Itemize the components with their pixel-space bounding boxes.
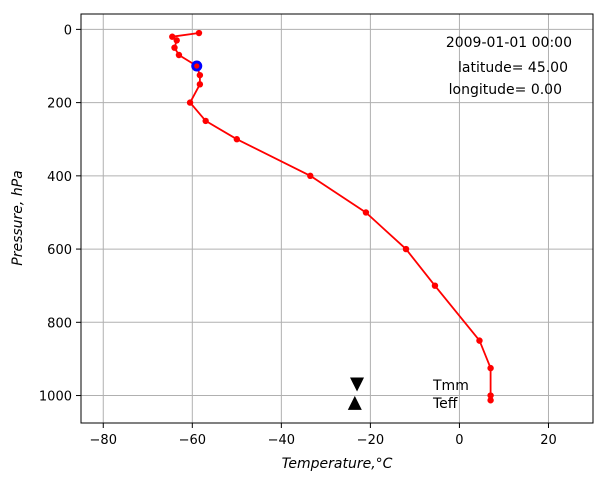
- y-axis-ticks: 0 200 400 600 800 1000: [39, 23, 81, 405]
- annotation-datetime: 2009-01-01 00:00: [446, 35, 572, 51]
- x-tick-label: −60: [179, 433, 206, 448]
- data-point: [196, 81, 204, 88]
- data-point: [171, 44, 178, 51]
- highlight-point-center: [194, 63, 200, 69]
- x-axis-label: Temperature,°C: [282, 456, 393, 472]
- data-point: [233, 136, 241, 143]
- data-point: [487, 364, 494, 372]
- x-axis-ticks: −80 −60 −40 −20 0 20: [90, 423, 557, 448]
- data-point: [202, 117, 209, 125]
- teff-marker: [347, 395, 362, 410]
- data-point: [196, 71, 204, 79]
- temperature-profile: [169, 29, 494, 404]
- plot-frame: [80, 13, 594, 424]
- data-point: [362, 209, 370, 216]
- y-axis-label: Pressure, hPa: [10, 170, 26, 265]
- data-point: [186, 99, 194, 106]
- data-point: [431, 282, 439, 289]
- data-point: [487, 392, 494, 399]
- grid: [81, 14, 593, 423]
- y-tick-label: 600: [47, 243, 72, 258]
- x-tick-label: −80: [90, 433, 117, 448]
- data-point: [173, 37, 180, 44]
- tmm-label: Tmm: [432, 378, 469, 394]
- x-tick-label: 0: [455, 433, 463, 448]
- x-tick-label: −20: [357, 433, 384, 448]
- y-tick-label: 800: [47, 316, 72, 331]
- annotation-latitude: latitude= 45.00: [458, 60, 568, 76]
- temperature-markers: [347, 377, 365, 410]
- data-point: [476, 337, 483, 344]
- data-point: [487, 397, 494, 404]
- y-tick-label: 1000: [39, 390, 72, 405]
- y-tick-label: 400: [47, 170, 72, 185]
- annotation-longitude: longitude= 0.00: [449, 82, 562, 98]
- data-point: [307, 172, 314, 180]
- y-tick-label: 0: [64, 23, 72, 38]
- x-tick-label: 20: [540, 433, 557, 448]
- tmm-marker: [350, 377, 365, 392]
- teff-label: Teff: [432, 396, 458, 412]
- data-point: [169, 33, 176, 40]
- data-point: [175, 51, 183, 59]
- data-point: [402, 245, 410, 253]
- data-point: [195, 29, 203, 37]
- x-tick-label: −40: [268, 433, 295, 448]
- y-tick-label: 200: [47, 97, 72, 112]
